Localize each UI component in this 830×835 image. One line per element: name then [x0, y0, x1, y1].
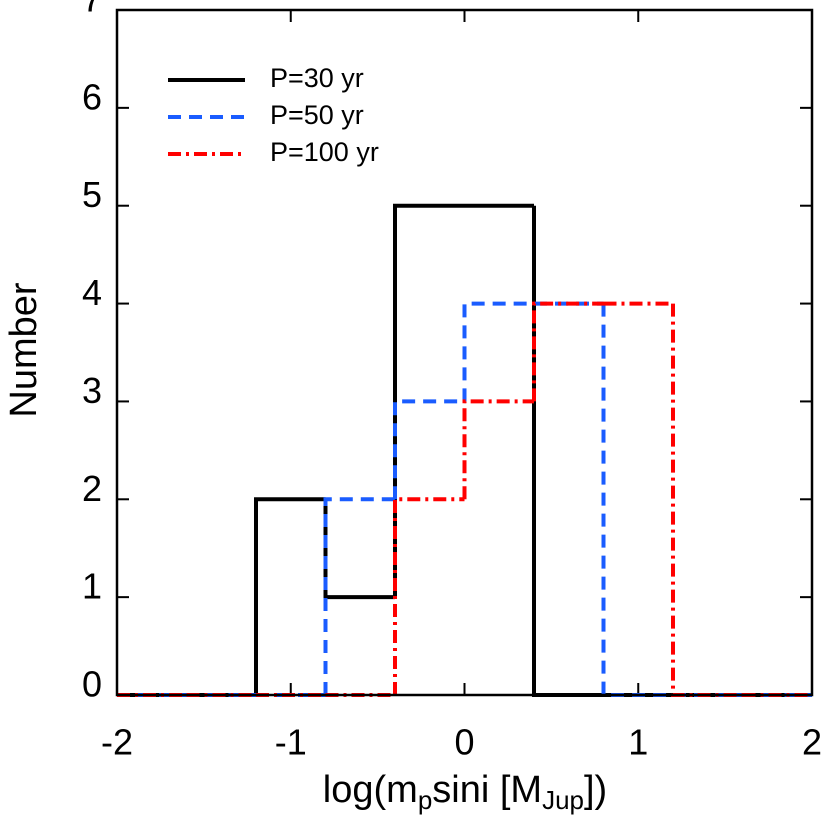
histogram-step: [393, 399, 465, 500]
x-label-part: sini [M: [432, 769, 542, 811]
x-tick-label: 2: [802, 722, 822, 763]
y-tick-label: 7: [82, 0, 102, 20]
y-tick-label: 6: [82, 76, 102, 117]
histogram-step: [671, 303, 743, 697]
y-tick-label: 2: [82, 468, 102, 509]
legend-label: P=100 yr: [270, 137, 379, 167]
legend-label: P=30 yr: [270, 63, 364, 93]
y-axis-label: Number: [3, 282, 45, 417]
x-label-part: log(m: [323, 769, 418, 811]
histogram-step: [462, 301, 534, 402]
x-tick-label: 0: [454, 722, 474, 763]
histogram-step: [462, 399, 534, 500]
legend-label: P=50 yr: [270, 100, 364, 130]
y-tick-label: 3: [82, 370, 102, 411]
histogram-step: [532, 205, 604, 697]
histogram-step: [393, 497, 465, 695]
x-tick-label: 1: [628, 722, 648, 763]
histogram-step: [601, 303, 673, 697]
x-tick-label: -2: [101, 722, 133, 763]
histogram-step: [323, 499, 395, 600]
histogram-step: [254, 497, 326, 695]
plot-frame: [115, 8, 814, 697]
x-label-sub: p: [418, 785, 432, 815]
x-label-part: ]): [584, 769, 607, 811]
histogram-step: [532, 301, 604, 402]
y-tick-label: 5: [82, 174, 102, 215]
x-label-sub: Jup: [542, 785, 584, 815]
y-tick-label: 1: [82, 566, 102, 607]
x-tick-label: -1: [275, 722, 307, 763]
x-axis-label: log(mpsini [MJup]): [323, 769, 607, 815]
y-tick-label: 0: [82, 664, 102, 705]
y-tick-label: 4: [82, 272, 102, 313]
histogram-step: [323, 497, 395, 695]
